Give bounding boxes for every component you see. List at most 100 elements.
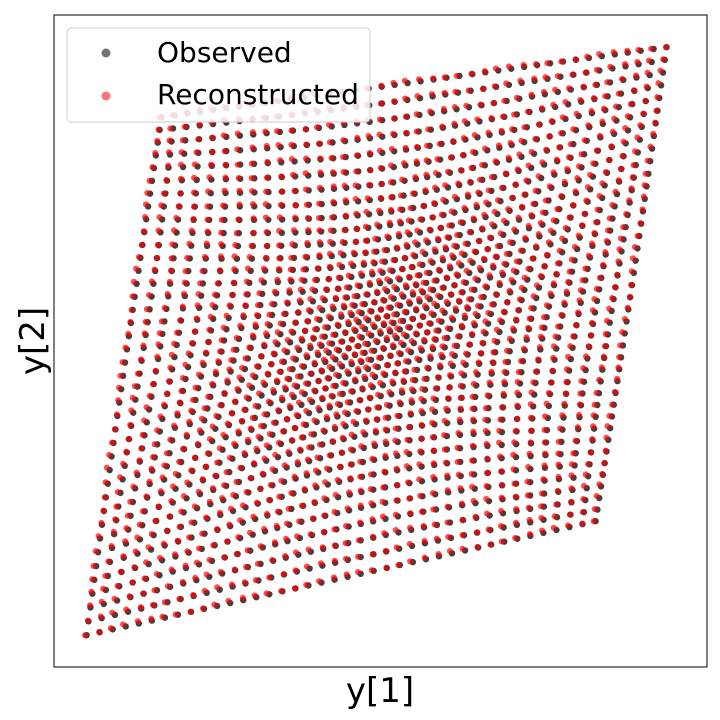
reconstructed-point	[622, 60, 629, 67]
reconstructed-point	[406, 540, 413, 547]
reconstructed-point	[590, 518, 597, 525]
reconstructed-point	[376, 131, 383, 138]
reconstructed-point	[421, 336, 428, 343]
reconstructed-point	[516, 296, 523, 303]
reconstructed-point	[388, 145, 395, 152]
reconstructed-point	[365, 330, 372, 337]
reconstructed-point	[274, 508, 281, 515]
reconstructed-point	[394, 360, 401, 367]
reconstructed-point	[579, 509, 586, 516]
reconstructed-point	[528, 427, 535, 434]
reconstructed-point	[213, 526, 220, 533]
reconstructed-point	[199, 605, 206, 612]
reconstructed-point	[224, 377, 231, 384]
reconstructed-point	[615, 177, 622, 184]
reconstructed-point	[286, 287, 293, 294]
reconstructed-point	[464, 191, 471, 198]
reconstructed-point	[384, 233, 391, 240]
reconstructed-point	[555, 438, 562, 445]
reconstructed-point	[283, 415, 290, 422]
reconstructed-point	[488, 301, 495, 308]
reconstructed-point	[418, 421, 425, 428]
reconstructed-point	[654, 94, 661, 101]
reconstructed-point	[286, 366, 293, 373]
reconstructed-point	[250, 229, 257, 236]
reconstructed-point	[577, 96, 584, 103]
reconstructed-point	[308, 431, 315, 438]
reconstructed-point	[662, 44, 669, 51]
reconstructed-point	[470, 320, 477, 327]
reconstructed-point	[468, 286, 475, 293]
reconstructed-point	[532, 187, 539, 194]
reconstructed-point	[261, 525, 268, 532]
reconstructed-point	[421, 302, 428, 309]
reconstructed-point	[542, 413, 549, 420]
reconstructed-point	[617, 235, 624, 242]
reconstructed-point	[400, 331, 407, 338]
reconstructed-point	[482, 145, 489, 152]
reconstructed-point	[381, 530, 388, 537]
reconstructed-point	[161, 462, 168, 469]
reconstructed-point	[435, 550, 442, 557]
reconstructed-point	[545, 239, 552, 246]
reconstructed-point	[603, 317, 610, 324]
reconstructed-point	[571, 243, 578, 250]
reconstructed-point	[368, 500, 375, 507]
reconstructed-point	[342, 212, 349, 219]
reconstructed-point	[302, 170, 309, 177]
reconstructed-point	[572, 322, 579, 329]
reconstructed-point	[329, 169, 336, 176]
reconstructed-point	[577, 390, 584, 397]
reconstructed-point	[333, 346, 340, 353]
reconstructed-point	[514, 166, 521, 173]
reconstructed-point	[234, 146, 241, 153]
reconstructed-point	[340, 168, 347, 175]
reconstructed-point	[145, 292, 152, 298]
reconstructed-point	[630, 87, 637, 94]
reconstructed-point	[392, 437, 399, 444]
reconstructed-point	[639, 206, 646, 213]
reconstructed-point	[457, 219, 464, 226]
reconstructed-point	[281, 347, 288, 354]
reconstructed-point	[359, 300, 366, 307]
reconstructed-point	[391, 115, 398, 122]
reconstructed-point	[364, 406, 371, 413]
reconstructed-point	[382, 414, 389, 421]
reconstructed-point	[397, 192, 404, 199]
reconstructed-point	[331, 542, 338, 549]
reconstructed-point	[311, 326, 318, 333]
reconstructed-point	[209, 485, 216, 492]
reconstructed-point	[332, 294, 339, 301]
reconstructed-point	[236, 187, 243, 194]
reconstructed-point	[283, 535, 290, 542]
reconstructed-point	[316, 200, 323, 207]
reconstructed-point	[541, 426, 548, 433]
reconstructed-point	[500, 308, 507, 315]
reconstructed-point	[370, 259, 377, 266]
reconstructed-point	[498, 127, 505, 134]
reconstructed-point	[188, 227, 195, 234]
reconstructed-point	[303, 563, 310, 570]
reconstructed-point	[202, 463, 209, 470]
reconstructed-point	[352, 238, 359, 245]
reconstructed-point	[431, 277, 438, 284]
reconstructed-point	[158, 202, 165, 209]
reconstructed-point	[627, 101, 634, 108]
reconstructed-point	[278, 173, 285, 180]
reconstructed-point	[164, 291, 171, 298]
reconstructed-point	[328, 392, 335, 399]
reconstructed-point	[230, 346, 237, 353]
reconstructed-point	[617, 342, 624, 349]
reconstructed-point	[218, 216, 225, 223]
reconstructed-point	[138, 241, 145, 248]
reconstructed-point	[393, 544, 400, 551]
reconstructed-point	[273, 377, 280, 384]
reconstructed-point	[535, 356, 542, 363]
reconstructed-point	[536, 344, 543, 351]
reconstructed-point	[489, 221, 496, 228]
reconstructed-point	[288, 437, 295, 444]
reconstructed-point	[358, 443, 365, 450]
reconstructed-point	[558, 311, 565, 318]
reconstructed-point	[263, 242, 270, 249]
reconstructed-point	[553, 156, 560, 163]
